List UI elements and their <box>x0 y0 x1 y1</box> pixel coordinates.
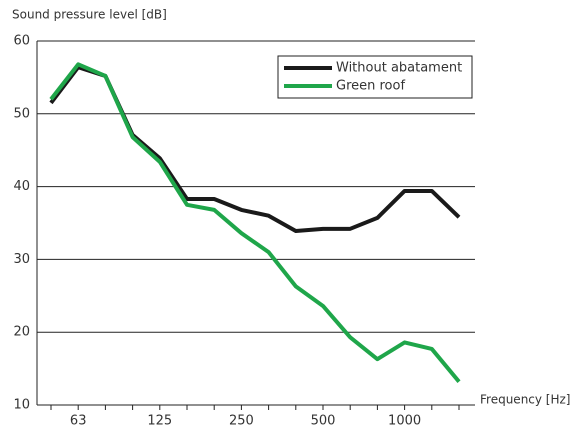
y-axis-label: Sound pressure level [dB] <box>12 8 167 22</box>
y-tick-label: 30 <box>13 252 30 267</box>
y-tick-label: 50 <box>13 106 30 121</box>
y-tick-label: 60 <box>13 34 30 49</box>
legend-label: Green roof <box>336 79 405 94</box>
x-tick-label: 1000 <box>388 414 421 427</box>
legend-box <box>277 55 473 99</box>
x-axis-label: Frequency [Hz] <box>480 393 571 407</box>
y-tick-label: 40 <box>13 179 30 194</box>
series-line <box>49 62 461 383</box>
y-tick-label: 20 <box>13 325 30 340</box>
x-tick-label: 500 <box>311 414 336 427</box>
legend-label: Without abatament <box>336 61 462 76</box>
x-tick-label: 250 <box>229 414 254 427</box>
x-tick-label: 125 <box>147 414 172 427</box>
x-tick-label: 63 <box>70 414 87 427</box>
y-tick-label: 10 <box>13 398 30 413</box>
